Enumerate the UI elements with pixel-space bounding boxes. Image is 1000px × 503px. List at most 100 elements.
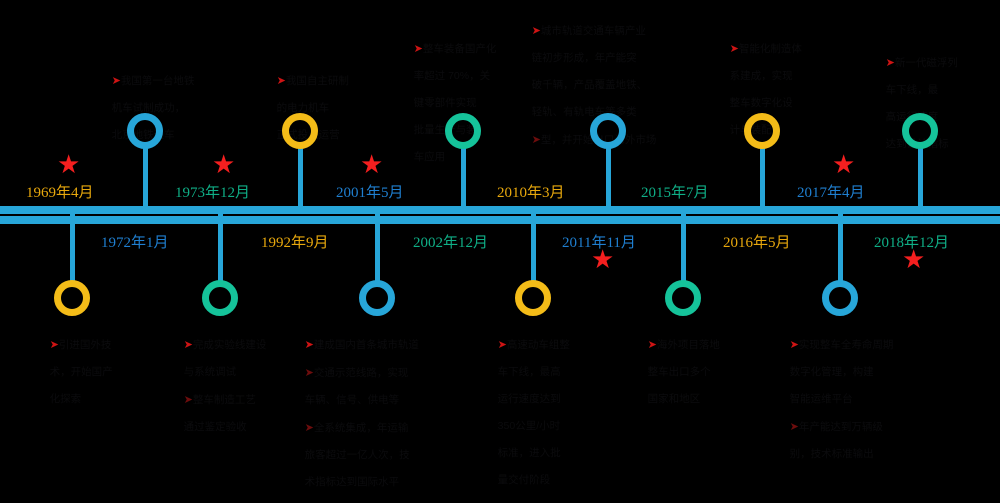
desc-line: 我国自主研制 <box>285 74 349 87</box>
desc-line: 标准，进入批 <box>497 446 561 459</box>
arrow-bullet-icon: ➤ <box>183 392 193 406</box>
desc-line: 通过鉴定验收 <box>183 420 247 433</box>
desc-line: 旅客超过一亿人次，技 <box>304 448 410 461</box>
arrow-bullet-icon: ➤ <box>276 73 286 87</box>
desc-line: 整车制造工艺 <box>192 393 256 406</box>
arrow-bullet-icon: ➤ <box>304 420 314 434</box>
event-description-t3: ➤整车装备国产化 率超过 70%，关 键零部件实现 批量生产与装 车应用 <box>402 28 520 178</box>
date-label-b4: 2011年11月 <box>562 235 636 251</box>
event-description-b3: ➤建成国内首条城市轨道 ➤交通示范线路，实现 车辆、信号、供电等 ➤全系统集成，… <box>293 324 421 503</box>
desc-line: 别，技术标准输出 <box>789 447 874 460</box>
event-marker-t5[interactable] <box>744 113 780 149</box>
desc-line: 整车装备国产化 <box>422 42 497 55</box>
star-icon-t1: ★ <box>57 150 81 180</box>
connector-stem-t1 <box>143 142 148 210</box>
date-label-t1: 1969年4月 <box>26 185 94 201</box>
desc-line: 术指标达到国际水平 <box>304 475 400 488</box>
event-marker-b6[interactable] <box>822 280 858 316</box>
desc-line: 运行速度达到 <box>497 392 561 405</box>
arrow-bullet-icon: ➤ <box>413 41 423 55</box>
event-marker-t2[interactable] <box>282 113 318 149</box>
event-description-b6: ➤实现整车全寿命周期 数字化管理，构建 智能运维平台 ➤年产能达到万辆级 别，技… <box>778 324 908 475</box>
desc-line: 术，开始国产 <box>49 365 113 378</box>
desc-line: 轻轨、有轨电车等多类 <box>531 105 637 118</box>
desc-line: 化探索 <box>49 392 82 405</box>
arrow-bullet-icon: ➤ <box>531 23 541 37</box>
desc-line: 城市轨道交通车辆产业 <box>540 24 646 37</box>
connector-stem-t3 <box>461 142 466 210</box>
desc-line: 破千辆，产品覆盖地铁、 <box>531 78 648 91</box>
arrow-bullet-icon: ➤ <box>729 41 739 55</box>
arrow-bullet-icon: ➤ <box>49 337 59 351</box>
event-description-b2: ➤完成实验线建设 与系统调试 ➤整车制造工艺 通过鉴定验收 <box>172 324 284 448</box>
desc-line: 智能运维平台 <box>789 392 853 405</box>
arrow-bullet-icon: ➤ <box>183 337 193 351</box>
desc-line: 完成实验线建设 <box>192 338 267 351</box>
date-label-t6: 2017年4月 <box>797 185 865 201</box>
star-icon-b6: ★ <box>902 245 926 275</box>
connector-stem-t4 <box>606 142 611 210</box>
connector-stem-t5 <box>760 142 765 210</box>
desc-line: 国家和地区 <box>647 392 701 405</box>
event-marker-b5[interactable] <box>665 280 701 316</box>
desc-line: 量交付阶段 <box>497 473 551 486</box>
desc-line: 高速动车组整 <box>506 338 570 351</box>
event-description-b1: ➤引进国外技 术，开始国产 化探索 <box>38 324 138 420</box>
desc-line: 链初步形成，年产能突 <box>531 51 637 64</box>
connector-stem-b1 <box>70 214 75 282</box>
event-description-b4: ➤高速动车组整 车下线，最高 运行速度达到 350公里/小时 标准，进入批 量交… <box>486 324 590 501</box>
arrow-bullet-icon: ➤ <box>304 337 314 351</box>
star-icon-t2: ★ <box>212 150 236 180</box>
desc-line: 350公里/小时 <box>497 419 561 432</box>
date-label-b2: 1992年9月 <box>261 235 329 251</box>
date-label-t5: 2015年7月 <box>641 185 709 201</box>
desc-line: 智能化制造体 <box>738 42 802 55</box>
desc-line: 建成国内首条城市轨道 <box>313 338 419 351</box>
arrow-bullet-icon: ➤ <box>531 132 541 146</box>
desc-line: 系建成，实现 <box>729 69 793 82</box>
desc-line: 海外项目落地 <box>656 338 720 351</box>
desc-line: 车应用 <box>413 150 446 163</box>
desc-line: 全系统集成，年运输 <box>313 421 409 434</box>
event-marker-b2[interactable] <box>202 280 238 316</box>
arrow-bullet-icon: ➤ <box>885 55 895 69</box>
date-label-t4: 2010年3月 <box>497 185 565 201</box>
desc-line: 车下线，最高 <box>497 365 561 378</box>
arrow-bullet-icon: ➤ <box>304 365 314 379</box>
desc-line: 的电力机车 <box>276 101 330 114</box>
event-marker-t3[interactable] <box>445 113 481 149</box>
event-description-t4: ➤城市轨道交通车辆产业 链初步形成，年产能突 破千辆，产品覆盖地铁、 轻轨、有轨… <box>520 10 680 161</box>
desc-line: 率超过 70%，关 <box>413 69 491 82</box>
star-icon-b4: ★ <box>591 245 615 275</box>
desc-line: 数字化管理，构建 <box>789 365 874 378</box>
arrow-bullet-icon: ➤ <box>497 337 507 351</box>
date-label-t3: 2001年5月 <box>336 185 404 201</box>
event-marker-t6[interactable] <box>902 113 938 149</box>
timeline-axis-lower <box>0 216 1000 224</box>
connector-stem-b5 <box>681 214 686 282</box>
date-label-t2: 1973年12月 <box>175 185 251 201</box>
desc-line: 实现整车全寿命周期 <box>798 338 894 351</box>
timeline-axis-upper <box>0 206 1000 214</box>
date-label-b5: 2016年5月 <box>723 235 791 251</box>
event-description-b5: ➤海外项目落地 整车出口多个 国家和地区 <box>636 324 740 420</box>
date-label-b3: 2002年12月 <box>413 235 489 251</box>
event-marker-t4[interactable] <box>590 113 626 149</box>
event-marker-b3[interactable] <box>359 280 395 316</box>
connector-stem-t2 <box>298 142 303 210</box>
desc-line: 年产能达到万辆级 <box>798 420 883 433</box>
event-marker-b4[interactable] <box>515 280 551 316</box>
star-icon-t6: ★ <box>832 150 856 180</box>
event-marker-t1[interactable] <box>127 113 163 149</box>
event-description-t2: ➤我国自主研制 的电力机车 正式投入运营 <box>265 60 370 156</box>
desc-line: 机车试制成功， <box>111 101 186 114</box>
desc-line: 交通示范线路，实现 <box>313 366 409 379</box>
date-label-b6: 2018年12月 <box>874 235 950 251</box>
connector-stem-b3 <box>375 214 380 282</box>
desc-line: 键零部件实现 <box>413 96 477 109</box>
desc-line: 新一代磁浮列 <box>894 56 958 69</box>
connector-stem-b2 <box>218 214 223 282</box>
desc-line: 整车出口多个 <box>647 365 711 378</box>
connector-stem-t6 <box>918 142 923 210</box>
event-marker-b1[interactable] <box>54 280 90 316</box>
